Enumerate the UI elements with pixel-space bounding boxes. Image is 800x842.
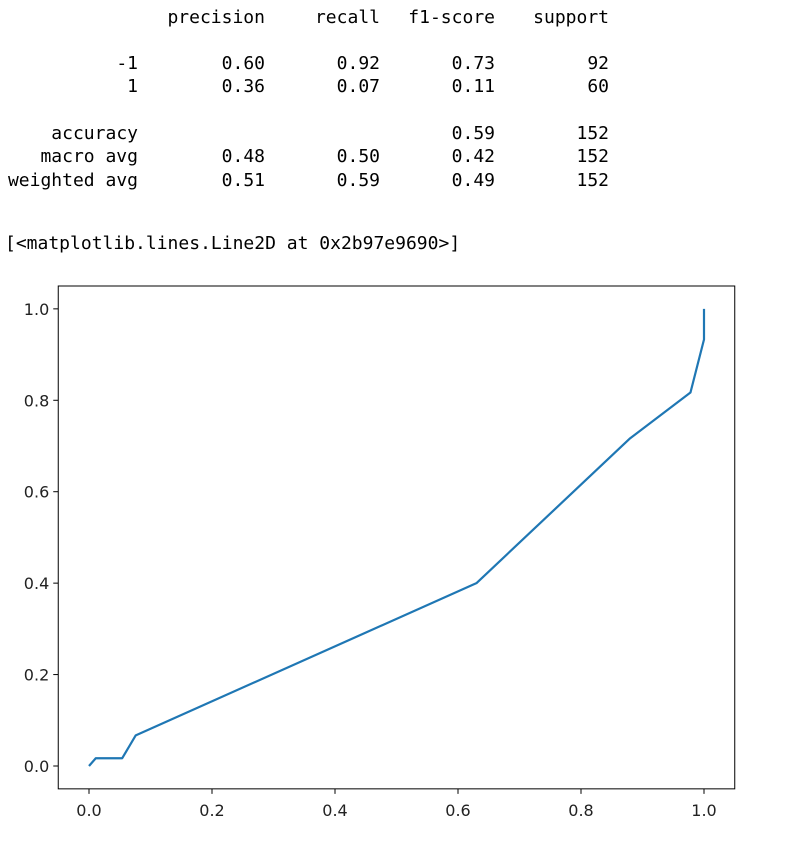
x-tick-label: 0.2 xyxy=(199,801,224,820)
y-tick-label: 0.6 xyxy=(24,483,49,502)
y-tick-label: 1.0 xyxy=(24,300,49,319)
report-cell: 0.42 xyxy=(452,146,495,167)
report-cell: 152 xyxy=(576,146,609,167)
report-row-label: accuracy xyxy=(51,123,138,144)
report-row-label: macro avg xyxy=(40,146,138,167)
report-cell: 0.59 xyxy=(452,123,495,144)
y-tick-label: 0.2 xyxy=(24,666,49,685)
report-cell: 0.92 xyxy=(337,53,380,74)
y-tick-label: 0.4 xyxy=(24,574,49,593)
report-cell: 0.36 xyxy=(222,76,265,97)
report-cell: 0.60 xyxy=(222,53,265,74)
report-row-label: 1 xyxy=(127,76,138,97)
x-tick-label: 0.0 xyxy=(76,801,101,820)
report-cell: 0.07 xyxy=(337,76,380,97)
report-cell: 0.11 xyxy=(452,76,495,97)
report-cell: 0.51 xyxy=(222,170,265,191)
report-cell: 0.50 xyxy=(337,146,380,167)
y-tick-label: 0.8 xyxy=(24,391,49,410)
plot-frame xyxy=(57,285,736,790)
output-text: [<matplotlib.lines.Line2D at 0x2b97e9690… xyxy=(5,233,460,254)
report-header: support xyxy=(533,7,609,28)
x-tick-label: 0.8 xyxy=(568,801,593,820)
report-header: f1-score xyxy=(408,7,495,28)
report-row-label: weighted avg xyxy=(8,170,138,191)
y-tick-label: 0.0 xyxy=(24,757,49,776)
report-cell: 152 xyxy=(576,123,609,144)
report-cell: 152 xyxy=(576,170,609,191)
report-cell: 0.48 xyxy=(222,146,265,167)
line-series xyxy=(88,308,706,767)
report-cell: 0.59 xyxy=(337,170,380,191)
x-tick-label: 0.6 xyxy=(445,801,470,820)
report-row-label: -1 xyxy=(116,53,138,74)
report-cell: 92 xyxy=(587,53,609,74)
report-header: precision xyxy=(167,7,265,28)
report-cell: 0.73 xyxy=(452,53,495,74)
x-tick-label: 1.0 xyxy=(691,801,716,820)
report-header: recall xyxy=(315,7,380,28)
x-tick-label: 0.4 xyxy=(322,801,347,820)
report-cell: 0.49 xyxy=(452,170,495,191)
report-cell: 60 xyxy=(587,76,609,97)
